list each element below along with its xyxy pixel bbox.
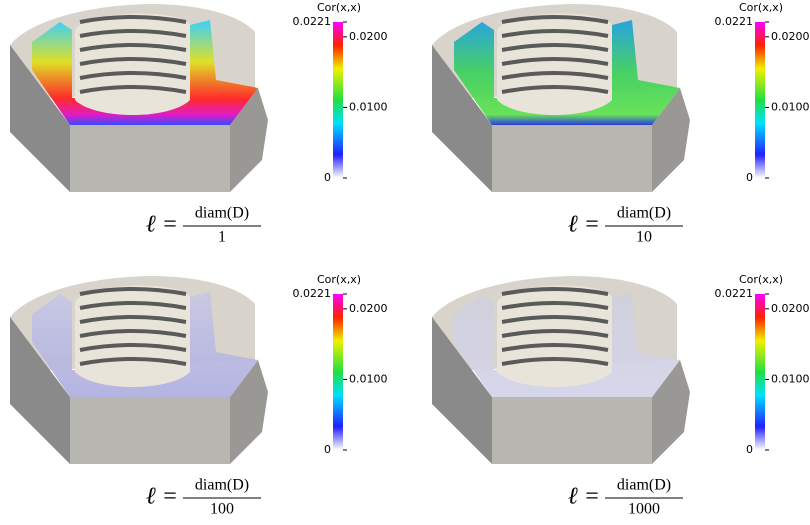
colorbar-tick-label: 0.0200 [771, 30, 810, 43]
bore [497, 14, 612, 115]
caption-numerator: diam(D) [617, 477, 671, 494]
caption-lhs: ℓ = [146, 212, 178, 238]
colorbar-tick-label: 0.0221 [293, 287, 332, 300]
colorbar-tick-label: 0.0100 [349, 100, 388, 113]
colorbar-tick-label: 0.0221 [293, 15, 332, 28]
colorbar-tick-label: 0.0100 [349, 372, 388, 385]
colorbar-tick-label: 0.0100 [771, 100, 810, 113]
nut-front-face [492, 397, 652, 464]
caption-numerator: diam(D) [195, 205, 249, 222]
colorbar-tick-label: 0 [746, 443, 753, 456]
panel: Cor(x,x) 0 0.0100 0.0200 0.0221 ℓ = diam(D) 1 [10, 1, 388, 246]
colorbar-tick-label: 0.0221 [715, 15, 754, 28]
colorbar-tick-label: 0.0200 [771, 302, 810, 315]
colorbar [333, 294, 343, 450]
caption-denominator: 10 [636, 229, 652, 246]
panel: Cor(x,x) 0 0.0100 0.0200 0.0221 ℓ = diam(D) 100 [10, 273, 388, 518]
caption-numerator: diam(D) [195, 477, 249, 494]
colorbar-tick-label: 0.0221 [715, 287, 754, 300]
colorbar-tick-label: 0.0200 [349, 30, 388, 43]
colorbar-tick-label: 0.0200 [349, 302, 388, 315]
colorbar-tick-label: 0 [324, 443, 331, 456]
bore [75, 286, 190, 387]
colorbar-title: Cor(x,x) [317, 1, 361, 14]
caption-lhs: ℓ = [568, 212, 600, 238]
colorbar-title: Cor(x,x) [739, 273, 783, 286]
page: {"panels": [ {"colorbar": {"title": "Cor… [0, 0, 810, 525]
colorbar [755, 22, 765, 178]
colorbar [755, 294, 765, 450]
figure: Cor(x,x)00.01000.02000.0221ℓ =diam(D)1Co… [0, 0, 810, 525]
caption-denominator: 1000 [628, 501, 660, 518]
bore [75, 14, 190, 115]
colorbar-tick-label: 0 [324, 171, 331, 184]
caption-denominator: 1 [218, 229, 226, 246]
bore [497, 286, 612, 387]
colorbar-tick-label: 0 [746, 171, 753, 184]
colorbar-title: Cor(x,x) [317, 273, 361, 286]
nut-front-face [70, 125, 230, 192]
caption-numerator: diam(D) [617, 205, 671, 222]
panel: Cor(x,x) 0 0.0100 0.0200 0.0221 ℓ = diam(D) 10 [432, 1, 810, 246]
colorbar-title: Cor(x,x) [739, 1, 783, 14]
colorbar [333, 22, 343, 178]
nut-front-face [70, 397, 230, 464]
caption-lhs: ℓ = [146, 484, 178, 510]
nut-front-face [492, 125, 652, 192]
caption-denominator: 100 [210, 501, 234, 518]
panel: Cor(x,x) 0 0.0100 0.0200 0.0221 ℓ = diam(D) 100… [432, 273, 810, 518]
colorbar-tick-label: 0.0100 [771, 372, 810, 385]
caption-lhs: ℓ = [568, 484, 600, 510]
